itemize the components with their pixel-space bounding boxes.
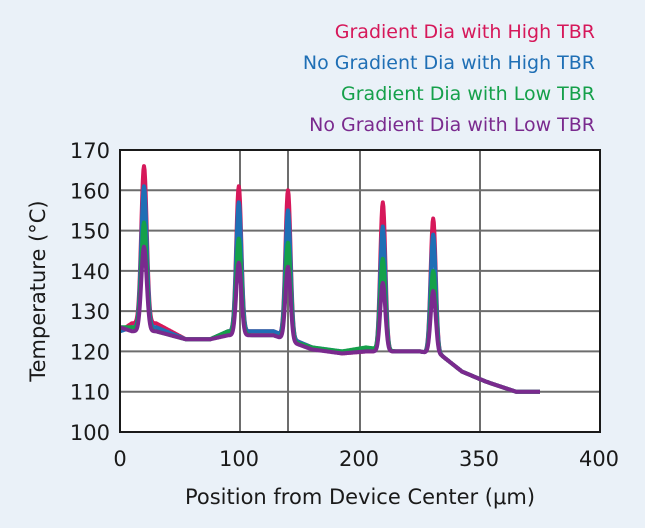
x-tick-label: 200 [339, 447, 379, 471]
legend-entry: No Gradient Dia with Low TBR [309, 114, 595, 136]
y-tick-label: 160 [70, 179, 110, 203]
x-tick-label: 400 [579, 447, 619, 471]
x-tick-label: 100 [219, 447, 259, 471]
y-tick-label: 130 [70, 300, 110, 324]
plot-frame [119, 149, 601, 433]
series-line [118, 244, 542, 394]
legend-entry: No Gradient Dia with High TBR [303, 52, 595, 74]
y-tick-label: 110 [70, 381, 110, 405]
series-layer [118, 164, 542, 394]
legend-entry: Gradient Dia with Low TBR [341, 83, 595, 105]
y-tick-label: 120 [70, 340, 110, 364]
legend: Gradient Dia with High TBR No Gradient Di… [303, 21, 595, 136]
y-tick-label: 150 [70, 220, 110, 244]
y-tick-label: 140 [70, 260, 110, 284]
x-tick-label: 350 [459, 447, 499, 471]
x-tick-label: 0 [113, 447, 126, 471]
legend-entry: Gradient Dia with High TBR [335, 21, 595, 43]
y-tick-label: 100 [70, 421, 110, 445]
y-axis-title: Temperature (°C) [26, 200, 50, 382]
x-axis-title: Position from Device Center (μm) [185, 485, 535, 509]
y-tick-label: 170 [70, 139, 110, 163]
